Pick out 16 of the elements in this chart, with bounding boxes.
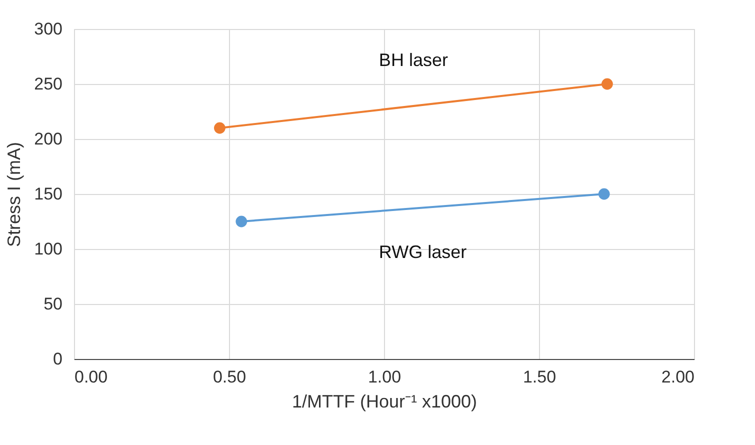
y-tick-label: 200: [34, 130, 62, 148]
x-axis-title: 1/MTTF (Hour⁻¹ x1000): [292, 392, 478, 412]
series-label: RWG laser: [378, 242, 467, 262]
x-tick-label: 1.00: [368, 368, 402, 386]
x-tick-label: 2.00: [661, 368, 694, 386]
y-tick-label: 0: [53, 350, 62, 368]
series-label: BH laser: [378, 50, 448, 70]
y-tick-label: 250: [34, 74, 62, 94]
x-tick-label: 0.50: [212, 368, 246, 386]
x-tick-label: 1.50: [522, 368, 556, 386]
y-tick-label: 100: [34, 240, 62, 258]
y-tick-label: 50: [44, 294, 62, 314]
y-tick-label: 150: [34, 184, 62, 204]
y-axis-title: Stress I (mA): [4, 142, 24, 248]
x-tick-label: 0.00: [74, 368, 108, 386]
y-tick-label: 300: [34, 20, 62, 38]
